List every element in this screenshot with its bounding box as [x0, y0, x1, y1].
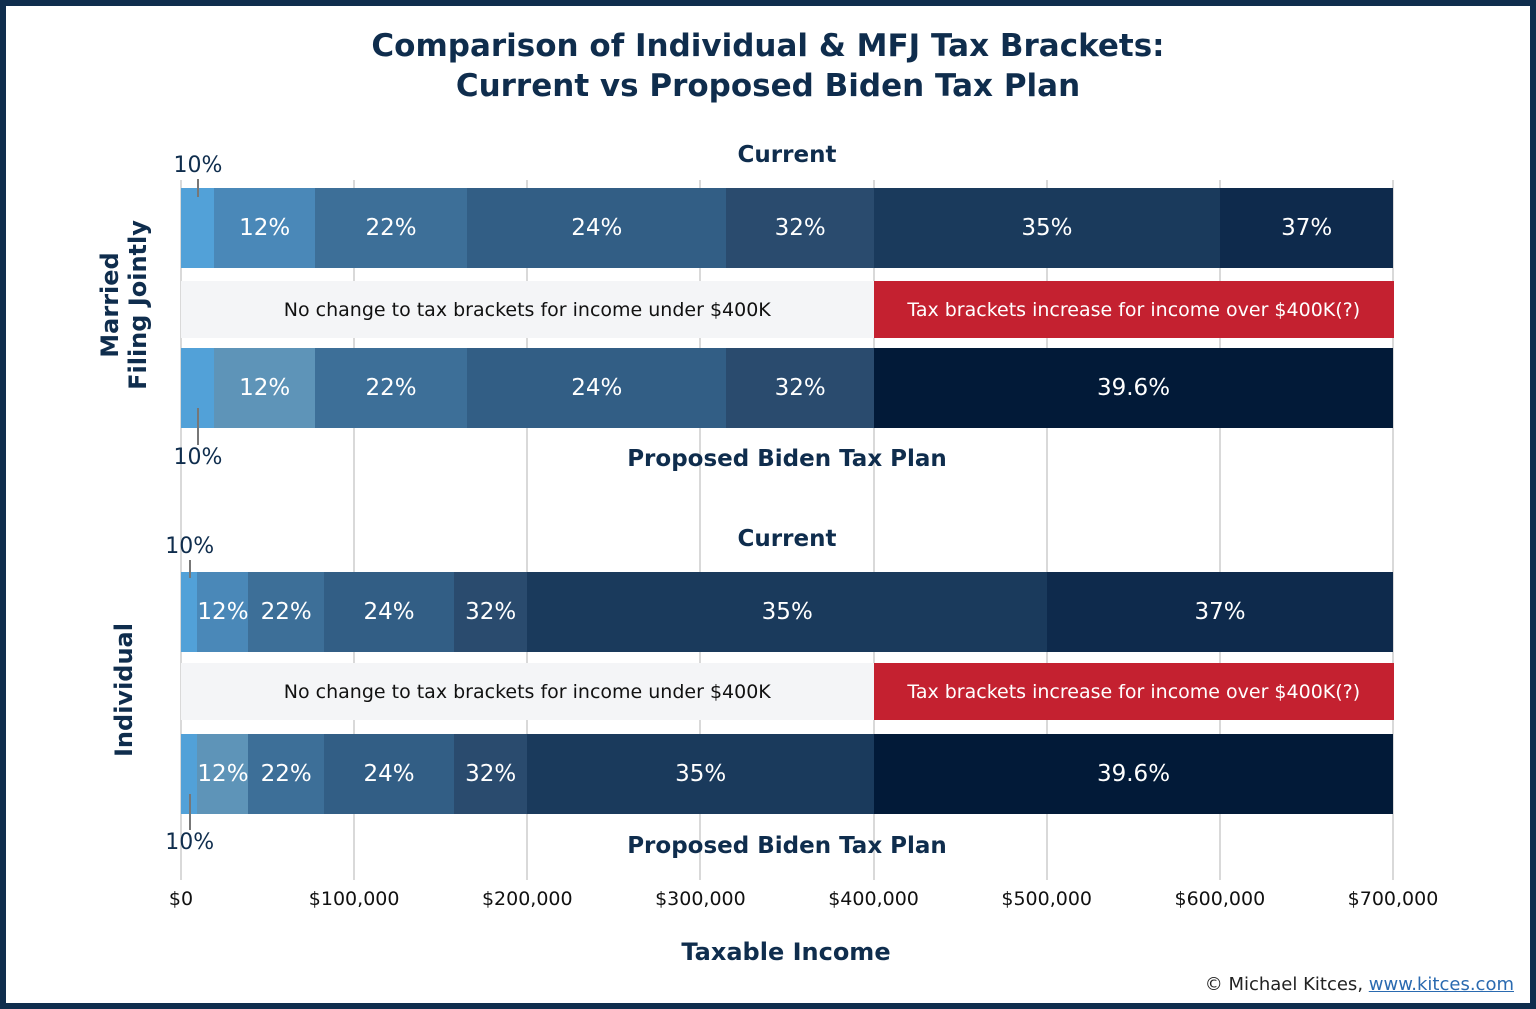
proposed-bracket-35: 35%: [527, 734, 875, 814]
x-tick-label: $300,000: [655, 888, 746, 910]
no-change-band: No change to tax brackets for income und…: [181, 663, 874, 720]
ten-percent-label: 10%: [173, 153, 223, 178]
x-tick-label: $500,000: [1001, 888, 1093, 910]
current-bracket-37: 37%: [1219, 188, 1394, 268]
current-bracket-22: 22%: [315, 188, 468, 268]
ten-percent-label: 10%: [165, 830, 215, 855]
current-bracket-24: 24%: [466, 188, 727, 268]
current-bracket-24: 24%: [323, 572, 455, 652]
current-bracket-32: 32%: [453, 572, 528, 652]
current-label: Current: [737, 526, 837, 552]
gridline: [1392, 180, 1394, 880]
arrow-up-icon: [197, 408, 200, 445]
current-bracket-10: [181, 188, 215, 268]
no-change-band: No change to tax brackets for income und…: [181, 281, 874, 338]
arrow-up-icon: [189, 794, 192, 830]
proposed-label: Proposed Biden Tax Plan: [627, 446, 947, 472]
gridline: [1218, 180, 1221, 880]
gridline: [699, 180, 702, 880]
gridline: [1045, 180, 1048, 880]
title-line-2: Current vs Proposed Biden Tax Plan: [455, 68, 1081, 104]
x-tick-label: $600,000: [1174, 888, 1266, 910]
group-label-line: Filing Jointly: [124, 220, 152, 390]
ten-percent-label: 10%: [173, 445, 223, 470]
proposed-bracket-10: [181, 734, 198, 814]
x-tick-label: $400,000: [828, 888, 919, 910]
current-bracket-35: 35%: [527, 572, 1048, 652]
proposed-bracket-12: 12%: [213, 348, 316, 428]
credit-text: © Michael Kitces,: [1204, 974, 1369, 995]
credit-link[interactable]: www.kitces.com: [1368, 974, 1514, 995]
arrow-down-icon: [197, 179, 200, 197]
gridline: [872, 180, 875, 880]
x-tick-label: $0: [168, 888, 194, 910]
proposed-bracket-32: 32%: [726, 348, 875, 428]
proposed-bracket-396: 39.6%: [873, 734, 1394, 814]
x-axis-label: Taxable Income: [681, 938, 891, 966]
credit: © Michael Kitces, www.kitces.com: [1205, 974, 1514, 995]
group-label-line: Individual: [110, 623, 138, 757]
current-bracket-32: 32%: [726, 188, 875, 268]
proposed-label: Proposed Biden Tax Plan: [627, 833, 947, 859]
proposed-bracket-22: 22%: [248, 734, 325, 814]
current-label: Current: [737, 142, 837, 168]
proposed-bracket-24: 24%: [323, 734, 455, 814]
proposed-bracket-12: 12%: [197, 734, 249, 814]
increase-band: Tax brackets increase for income over $4…: [873, 281, 1394, 338]
current-bracket-12: 12%: [213, 188, 316, 268]
proposed-bracket-22: 22%: [315, 348, 468, 428]
increase-band: Tax brackets increase for income over $4…: [873, 663, 1394, 720]
ten-percent-label: 10%: [165, 534, 215, 559]
x-tick-label: $100,000: [308, 888, 400, 910]
gridline: [180, 180, 182, 880]
current-bracket-12: 12%: [197, 572, 249, 652]
group-label: Married Filing Jointly: [96, 155, 152, 455]
gridline: [526, 180, 529, 880]
x-tick-label: $200,000: [481, 888, 573, 910]
proposed-bracket-32: 32%: [453, 734, 528, 814]
proposed-bracket-24: 24%: [466, 348, 727, 428]
gridline: [353, 180, 356, 880]
arrow-down-icon: [189, 560, 192, 578]
chart-title: Comparison of Individual & MFJ Tax Brack…: [0, 26, 1536, 106]
current-bracket-22: 22%: [248, 572, 325, 652]
x-tick-label: $700,000: [1347, 888, 1439, 910]
current-bracket-35: 35%: [873, 188, 1221, 268]
current-bracket-10: [181, 572, 198, 652]
group-label: Individual: [110, 540, 138, 840]
proposed-bracket-396: 39.6%: [873, 348, 1394, 428]
title-line-1: Comparison of Individual & MFJ Tax Brack…: [371, 28, 1165, 64]
group-label-line: Married: [96, 252, 124, 358]
current-bracket-37: 37%: [1046, 572, 1394, 652]
